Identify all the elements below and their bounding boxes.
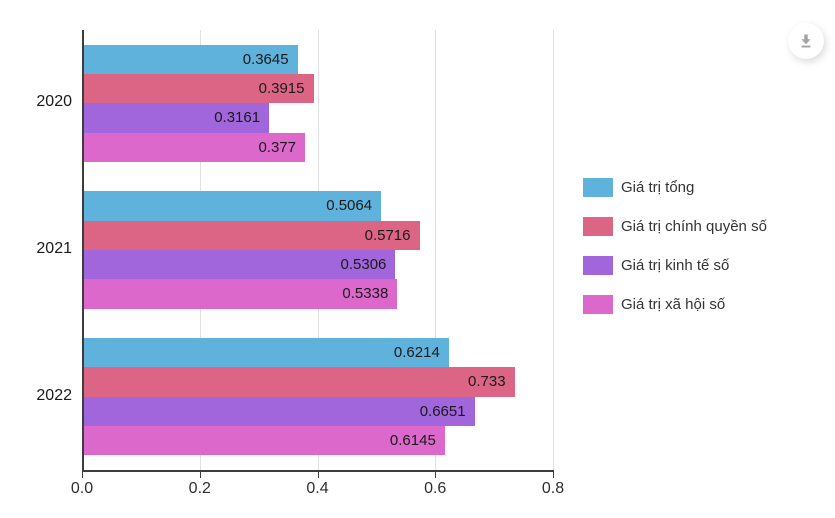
bar-2020-series1[interactable] (83, 74, 314, 104)
bar-value-label: 0.5306 (340, 256, 387, 273)
x-tick-label-0.4: 0.4 (306, 480, 329, 497)
legend-item-series0[interactable]: Giá trị tổng (583, 177, 694, 197)
download-icon (801, 34, 811, 48)
y-axis-label-2021: 2021 (36, 240, 72, 257)
bar-value-label: 0.3915 (258, 80, 305, 97)
legend-item-series1[interactable]: Giá trị chính quyền số (583, 216, 767, 236)
bar-2022-series2[interactable] (83, 396, 475, 426)
bar-value-label: 0.5716 (364, 226, 411, 244)
bar-value-label: 0.6651 (419, 402, 466, 420)
bar-value-label: 0.733 (468, 373, 506, 391)
download-button[interactable] (788, 23, 824, 59)
y-axis-line (82, 30, 84, 472)
x-tick-label-0.2: 0.2 (188, 480, 211, 497)
bar-2022-series1[interactable] (83, 367, 515, 397)
bar-2022-series0[interactable] (83, 338, 449, 368)
legend-swatch (583, 294, 613, 314)
legend-swatch (583, 255, 613, 275)
x-tick-label-0.0: 0.0 (70, 480, 94, 497)
legend-swatch (583, 216, 613, 236)
x-tick-label-0.6: 0.6 (424, 480, 447, 497)
bar-2020-series3[interactable] (83, 132, 305, 162)
bar-2021-series2[interactable] (83, 250, 396, 280)
x-tick-mark-0.4 (317, 472, 319, 478)
bar-2021-series1[interactable] (83, 220, 420, 250)
bar-2020-series0[interactable] (83, 44, 298, 74)
x-tick-mark-0.0 (82, 472, 83, 478)
bar-2020-series2[interactable] (83, 103, 270, 133)
bar-value-label: 0.6145 (389, 432, 436, 449)
bar-value-label: 0.3161 (214, 109, 261, 127)
y-axis-label-2020: 2020 (36, 93, 72, 111)
x-tick-mark-0.6 (435, 472, 437, 478)
legend-item-series3[interactable]: Giá trị xã hội số (583, 294, 725, 314)
legend-swatch (583, 177, 613, 197)
x-tick-label-0.8: 0.8 (541, 480, 565, 497)
bar-2021-series0[interactable] (83, 191, 382, 221)
gridline-x-0.6 (435, 30, 437, 470)
legend-label: Giá trị kinh tế số (621, 256, 730, 274)
bar-value-label: 0.3645 (242, 50, 289, 68)
x-axis-line (82, 470, 554, 472)
bar-2022-series3[interactable] (83, 426, 445, 456)
legend-label: Giá trị tổng (621, 178, 695, 196)
legend-label: Giá trị chính quyền số (621, 217, 767, 235)
bar-2021-series3[interactable] (83, 279, 398, 309)
legend-item-series2[interactable]: Giá trị kinh tế số (583, 255, 729, 275)
x-tick-mark-0.2 (199, 472, 201, 478)
bar-value-label: 0.5338 (342, 285, 389, 303)
bar-value-label: 0.5064 (326, 197, 373, 215)
y-axis-label-2022: 2022 (36, 386, 72, 404)
legend-label: Giá trị xã hội số (621, 295, 726, 313)
x-tick-mark-0.8 (553, 472, 554, 478)
bar-value-label: 0.377 (258, 138, 296, 156)
bar-value-label: 0.6214 (393, 344, 440, 362)
gridline-x-0.8 (553, 30, 554, 470)
